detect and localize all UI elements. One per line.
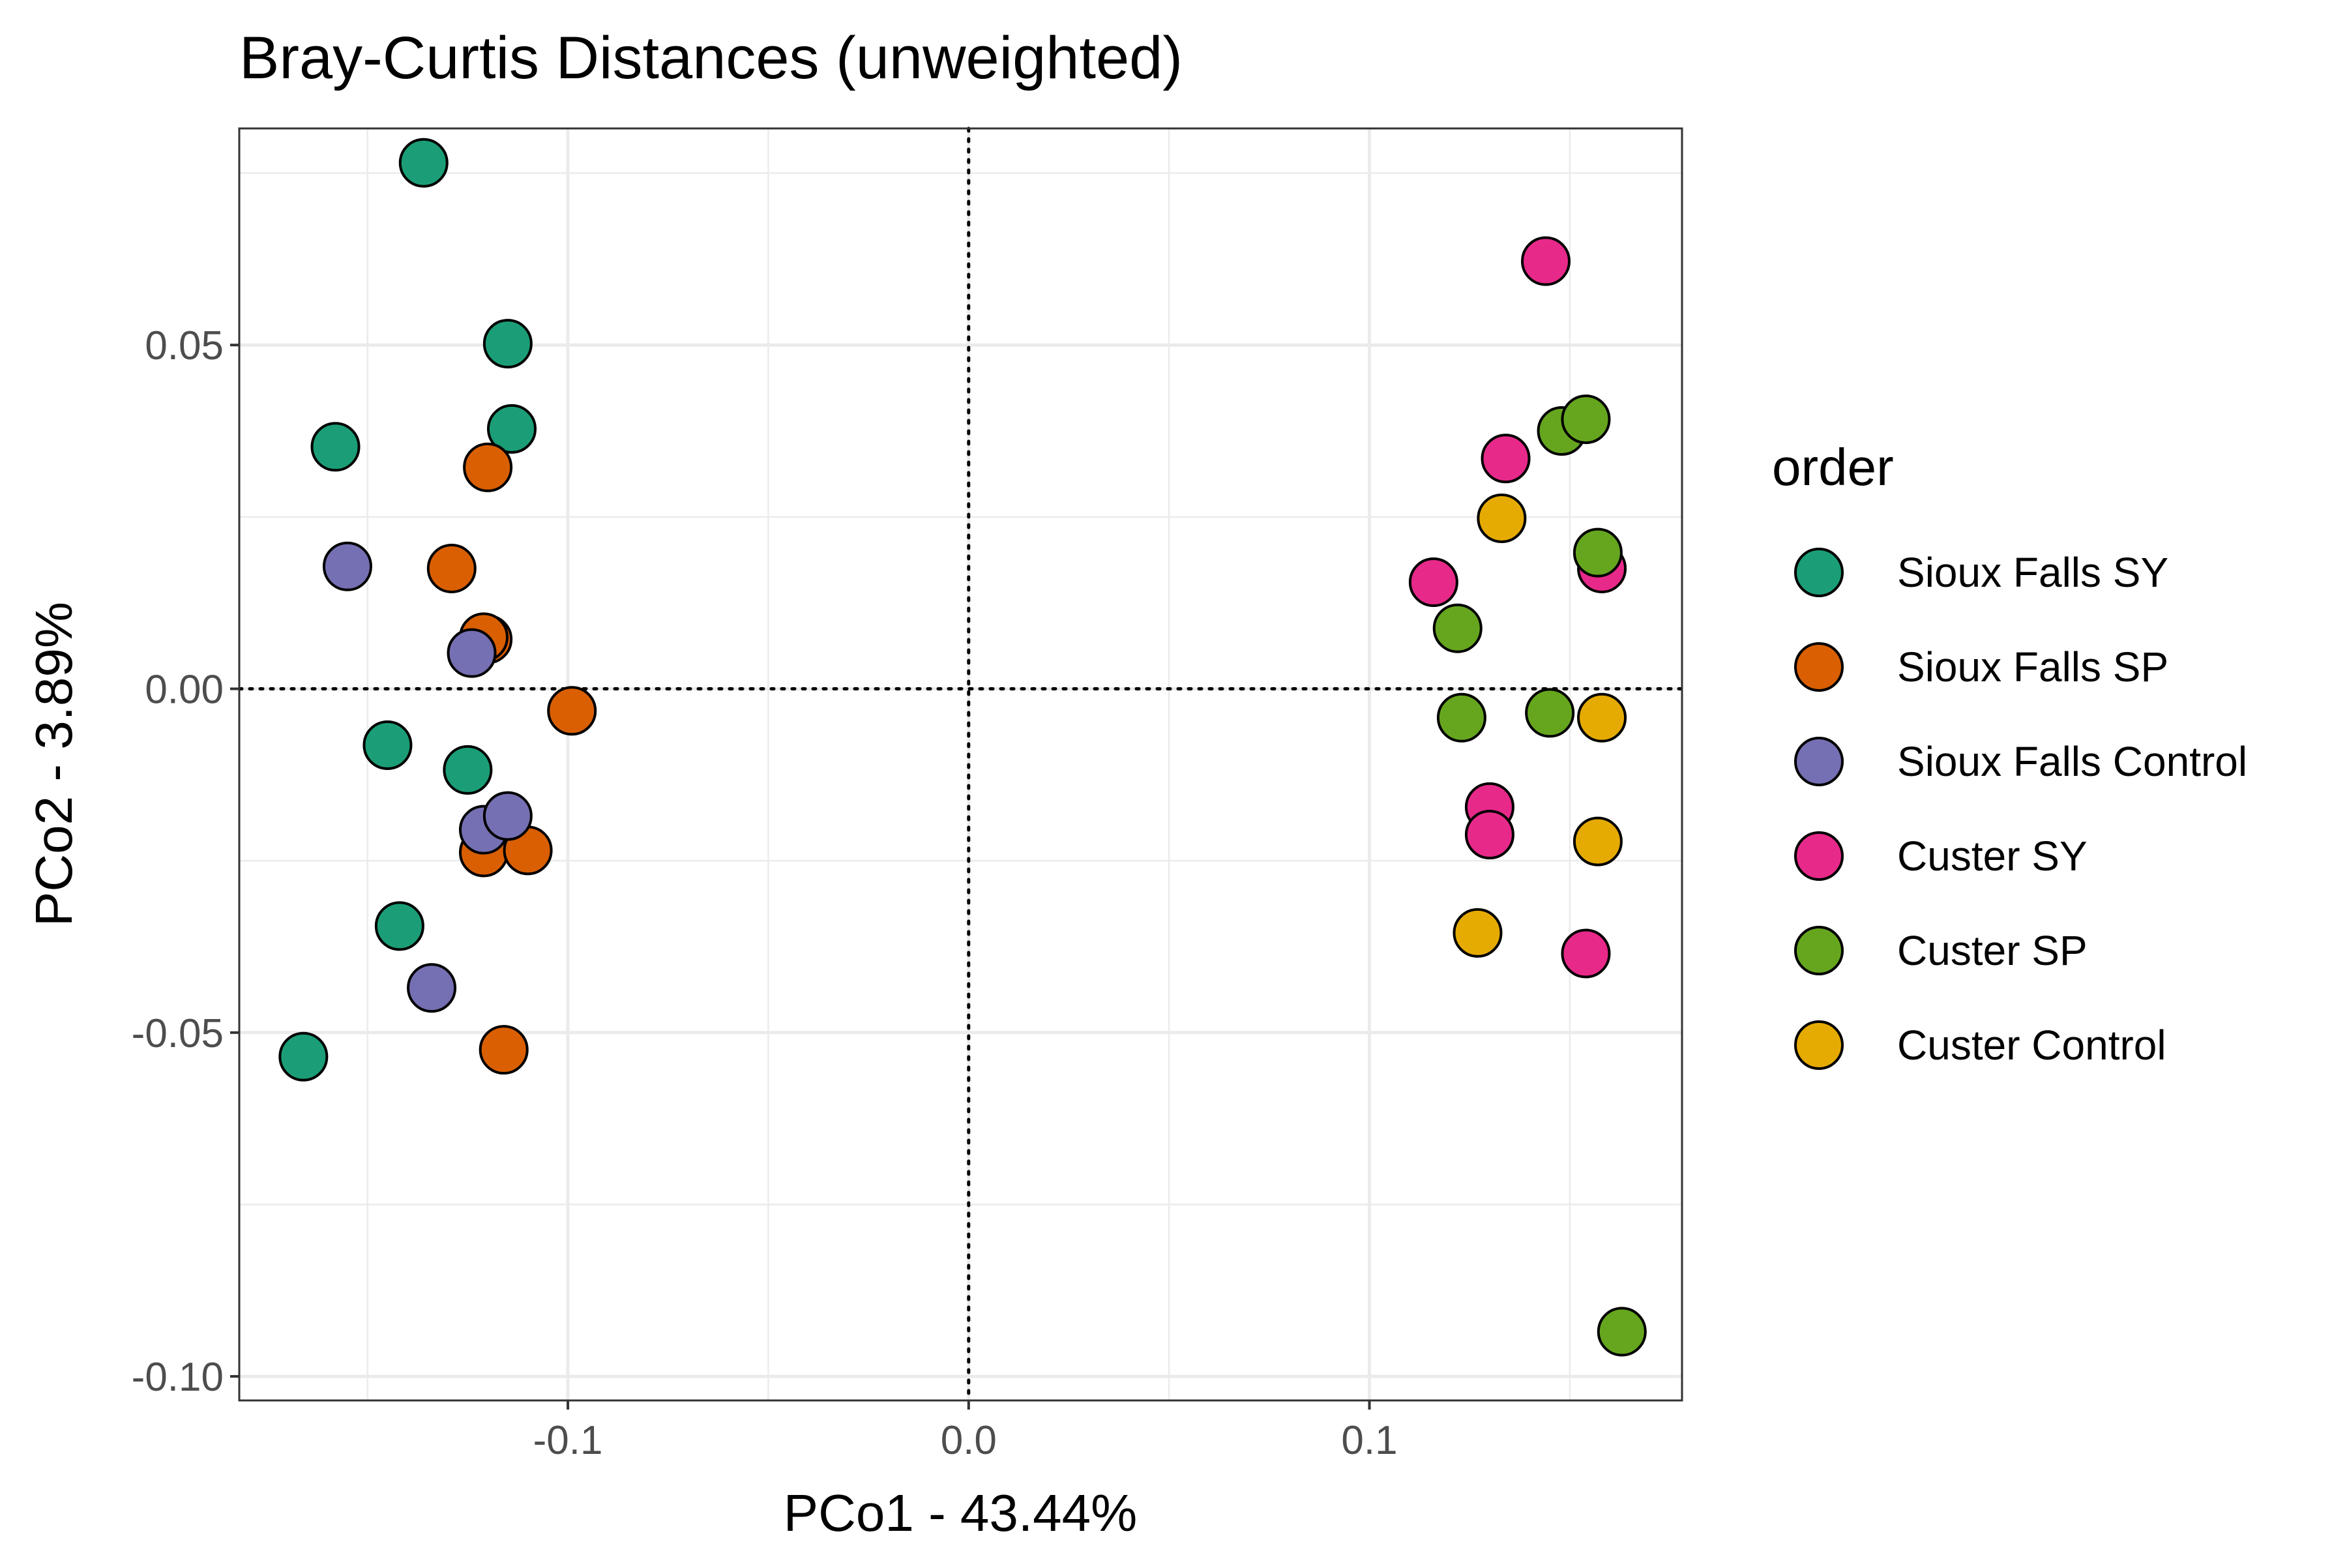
legend-label: Custer SP <box>1897 927 2088 974</box>
legend-items: Sioux Falls SY Sioux Falls SP Sioux Falls … <box>1794 548 2247 1070</box>
x-axis-label: PCo1 - 43.44% <box>784 1484 1138 1542</box>
data-point <box>482 791 533 841</box>
legend-item: Custer SP <box>1794 926 2088 975</box>
legend-key <box>1794 642 1844 692</box>
legend-key <box>1794 548 1844 597</box>
data-point <box>374 901 424 951</box>
data-point <box>1572 816 1623 866</box>
chart-title: Bray-Curtis Distances (unweighted) <box>239 25 1183 91</box>
data-point <box>1561 928 1611 979</box>
data-point <box>278 1031 329 1082</box>
legend-item: Sioux Falls SP <box>1794 642 2168 692</box>
x-tick-label: 0.0 <box>941 1418 997 1463</box>
legend-title: order <box>1772 438 1894 496</box>
series-0 <box>278 138 537 1082</box>
y-tick-label: -0.05 <box>132 1011 224 1056</box>
data-point <box>1597 1307 1647 1357</box>
reference-lines <box>237 126 1684 1402</box>
data-point <box>1577 692 1627 743</box>
x-axis: -0.1 0.0 0.1 <box>533 1400 1398 1463</box>
data-point <box>1432 603 1483 653</box>
data-point <box>322 541 372 591</box>
y-axis: -0.10 -0.05 0.00 0.05 <box>132 323 239 1400</box>
legend-key <box>1794 831 1844 881</box>
data-point <box>362 720 413 770</box>
data-point <box>310 422 361 472</box>
data-point <box>1561 394 1611 445</box>
data-point <box>447 628 497 678</box>
legend-key <box>1794 926 1844 975</box>
data-point <box>1477 493 1527 543</box>
data-point <box>1572 527 1623 578</box>
data-point <box>1481 434 1531 484</box>
legend-label: Custer SY <box>1897 833 2088 880</box>
data-points <box>278 138 1647 1357</box>
legend-item: Sioux Falls SY <box>1794 548 2168 597</box>
legend-key <box>1794 737 1844 786</box>
series-2 <box>322 541 533 1013</box>
data-point <box>398 138 449 188</box>
legend-item: Custer SY <box>1794 831 2088 881</box>
plot-panel <box>237 126 1684 1402</box>
data-point <box>407 963 457 1013</box>
legend-label: Sioux Falls SY <box>1897 549 2168 596</box>
data-point <box>1453 908 1503 958</box>
data-point <box>487 404 537 454</box>
series-1 <box>426 442 597 1075</box>
data-point <box>1525 688 1575 738</box>
data-point <box>463 442 513 492</box>
legend-item: Custer Control <box>1794 1020 2166 1070</box>
y-axis-label: PCo2 - 3.89% <box>25 602 83 926</box>
data-point <box>1408 557 1458 608</box>
series-4 <box>1432 394 1647 1357</box>
x-tick-label: 0.1 <box>1341 1418 1397 1463</box>
data-point <box>547 686 597 736</box>
data-point <box>1436 692 1486 743</box>
legend-label: Sioux Falls SP <box>1897 643 2168 690</box>
series-5 <box>1453 493 1627 958</box>
x-tick-label: -0.1 <box>533 1418 603 1463</box>
data-point <box>1520 236 1571 286</box>
data-point <box>443 745 493 795</box>
legend-label: Sioux Falls Control <box>1897 738 2247 785</box>
data-point <box>482 319 533 369</box>
legend-key <box>1794 1020 1844 1070</box>
y-tick-label: 0.00 <box>145 667 224 712</box>
y-tick-label: 0.05 <box>145 323 224 368</box>
data-point <box>479 1025 529 1075</box>
y-tick-label: -0.10 <box>132 1355 224 1400</box>
legend-label: Custer Control <box>1897 1022 2166 1069</box>
data-point <box>426 543 477 593</box>
panel-border <box>238 127 1683 1402</box>
legend-item: Sioux Falls Control <box>1794 737 2247 786</box>
data-point <box>1464 810 1514 860</box>
